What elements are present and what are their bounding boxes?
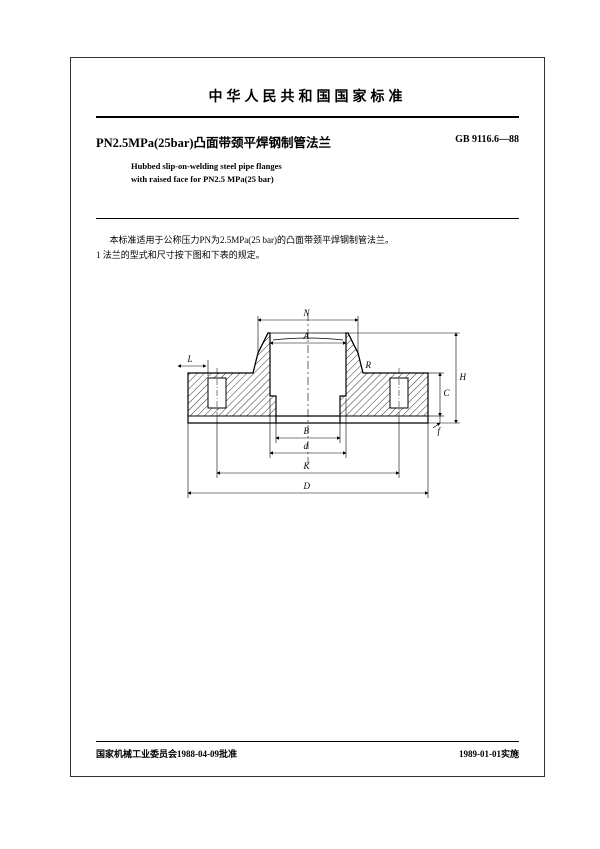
- dim-r: R: [366, 360, 372, 370]
- intro-line1: 本标准适用于公称压力PN为2.5MPa(25 bar)的凸面带颈平焊钢制管法兰。: [96, 233, 519, 248]
- standard-code: GB 9116.6—88: [455, 134, 519, 145]
- dim-dd: D: [304, 481, 311, 491]
- flange-diagram: N A L R H C f B d K D: [138, 298, 478, 518]
- approval-text: 国家机械工业委员会1988-04-09批准: [96, 747, 237, 760]
- title-chinese: PN2.5MPa(25bar)凸面带颈平焊钢制管法兰: [96, 136, 331, 150]
- footer: 国家机械工业委员会1988-04-09批准 1989-01-01实施: [96, 747, 519, 760]
- document-page: 中华人民共和国国家标准 PN2.5MPa(25bar)凸面带颈平焊钢制管法兰 G…: [70, 57, 545, 777]
- title-english: Hubbed slip-on-welding steel pipe flange…: [131, 160, 519, 186]
- title-row: PN2.5MPa(25bar)凸面带颈平焊钢制管法兰 GB 9116.6—88: [96, 132, 519, 152]
- intro-text: 本标准适用于公称压力PN为2.5MPa(25 bar)的凸面带颈平焊钢制管法兰。…: [96, 233, 519, 264]
- divider-mid: [96, 218, 519, 219]
- footer-divider: [96, 741, 519, 742]
- dim-k: K: [304, 461, 310, 471]
- dim-h: H: [460, 372, 467, 382]
- dim-l: L: [188, 354, 193, 364]
- dim-d: d: [304, 441, 309, 451]
- divider-top: [96, 116, 519, 118]
- dim-n: N: [304, 308, 310, 318]
- title-english-line2: with raised face for PN2.5 MPa(25 bar): [131, 173, 519, 186]
- dim-c: C: [444, 388, 450, 398]
- intro-line2: 1 法兰的型式和尺寸按下图和下表的规定。: [96, 248, 519, 263]
- dim-b: B: [304, 426, 310, 436]
- national-standard-header: 中华人民共和国国家标准: [71, 86, 544, 106]
- dim-a: A: [304, 331, 310, 341]
- implement-text: 1989-01-01实施: [459, 747, 519, 760]
- title-english-line1: Hubbed slip-on-welding steel pipe flange…: [131, 160, 519, 173]
- dim-f: f: [438, 426, 441, 436]
